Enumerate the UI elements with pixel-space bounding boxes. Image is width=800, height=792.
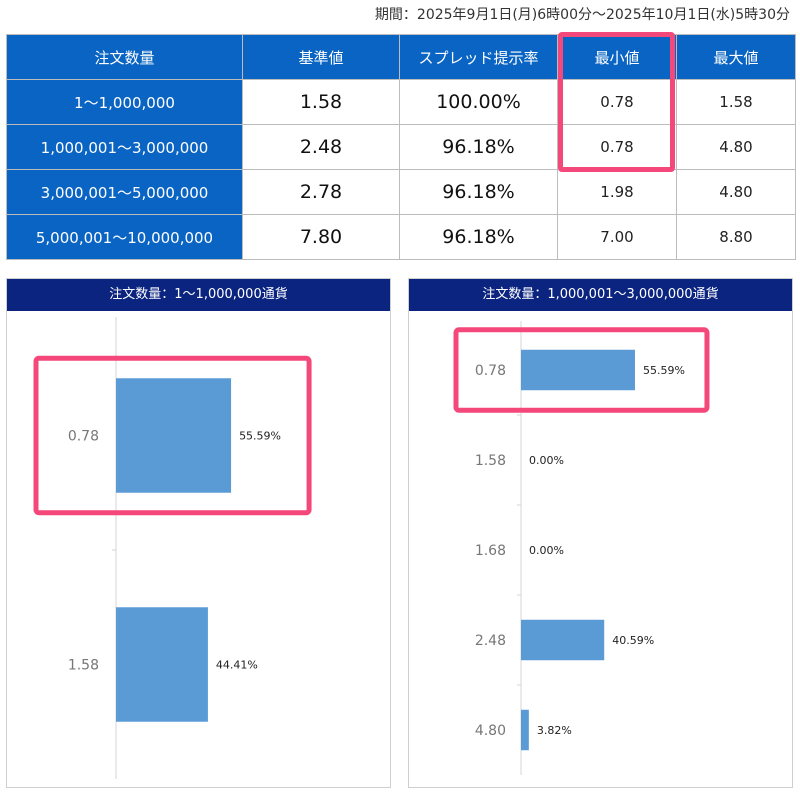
value-label: 55.59%	[643, 364, 685, 377]
cell-rate: 96.18%	[399, 214, 558, 260]
cell-min: 1.98	[557, 169, 677, 215]
chart-title-1: 注文数量：1〜1,000,000通貨	[7, 279, 390, 311]
cell-rate: 96.18%	[399, 124, 558, 170]
bar	[521, 349, 635, 391]
category-label: 0.78	[68, 429, 99, 445]
category-label: 1.58	[475, 453, 506, 469]
value-label: 44.41%	[216, 659, 258, 672]
bar	[116, 378, 232, 493]
header-min: 最小値	[557, 34, 677, 80]
value-label: 40.59%	[612, 634, 654, 647]
cell-rate: 100.00%	[399, 79, 558, 125]
table-row: 1〜1,000,000 1.58 100.00% 0.78 1.58	[6, 79, 796, 125]
cell-min: 0.78	[557, 124, 677, 170]
cell-max: 4.80	[676, 169, 796, 215]
table-row: 5,000,001〜10,000,000 7.80 96.18% 7.00 8.…	[6, 214, 796, 260]
bar-chart-1: 0.78 55.59% 1.58 44.41%	[33, 317, 312, 779]
cell-base: 1.58	[242, 79, 400, 125]
category-label: 4.80	[475, 723, 506, 739]
cell-qty: 1,000,001〜3,000,000	[6, 124, 243, 170]
table-row: 3,000,001〜5,000,000 2.78 96.18% 1.98 4.8…	[6, 169, 796, 215]
cell-qty: 1〜1,000,000	[6, 79, 243, 125]
bar	[116, 607, 208, 722]
category-label: 0.78	[475, 363, 506, 379]
cell-qty: 3,000,001〜5,000,000	[6, 169, 243, 215]
value-label: 0.00%	[529, 544, 564, 557]
header-max: 最大値	[676, 34, 796, 80]
period-text: 期間：2025年9月1日(月)6時00分〜2025年10月1日(水)5時30分	[374, 7, 790, 23]
cell-max: 4.80	[676, 124, 796, 170]
category-label: 2.48	[475, 633, 506, 649]
chart-title-2: 注文数量：1,000,001〜3,000,000通貨	[409, 279, 792, 311]
value-label: 0.00%	[529, 454, 564, 467]
bar	[521, 709, 529, 751]
highlight-box	[33, 355, 312, 516]
header-base: 基準値	[242, 34, 400, 80]
chart-panel-2: 注文数量：1,000,001〜3,000,000通貨 0.78 55.59% 1.5…	[408, 278, 793, 788]
category-label: 1.68	[475, 543, 506, 559]
cell-base: 2.78	[242, 169, 400, 215]
header-rate: スプレッド提示率	[399, 34, 558, 80]
chart-panel-1: 注文数量：1〜1,000,000通貨 0.78 55.59% 1.58 44.41%	[6, 278, 391, 788]
value-label: 3.82%	[537, 724, 572, 737]
bar	[521, 619, 605, 661]
table-header-row: 注文数量 基準値 スプレッド提示率 最小値 最大値	[6, 34, 796, 80]
cell-base: 2.48	[242, 124, 400, 170]
cell-max: 8.80	[676, 214, 796, 260]
cell-min: 0.78	[557, 79, 677, 125]
spread-table: 注文数量 基準値 スプレッド提示率 最小値 最大値 1〜1,000,000 1.…	[6, 34, 796, 260]
table-row: 1,000,001〜3,000,000 2.48 96.18% 0.78 4.8…	[6, 124, 796, 170]
cell-min: 7.00	[557, 214, 677, 260]
cell-qty: 5,000,001〜10,000,000	[6, 214, 243, 260]
value-label: 55.59%	[239, 430, 281, 443]
category-label: 1.58	[68, 658, 99, 674]
cell-rate: 96.18%	[399, 169, 558, 215]
cell-base: 7.80	[242, 214, 400, 260]
bar-chart-2: 0.78 55.59% 1.58 0.00% 1.68 0.00% 2.48 40.59% 4.…	[453, 321, 710, 775]
cell-max: 1.58	[676, 79, 796, 125]
highlight-box	[453, 327, 710, 413]
header-qty: 注文数量	[6, 34, 243, 80]
